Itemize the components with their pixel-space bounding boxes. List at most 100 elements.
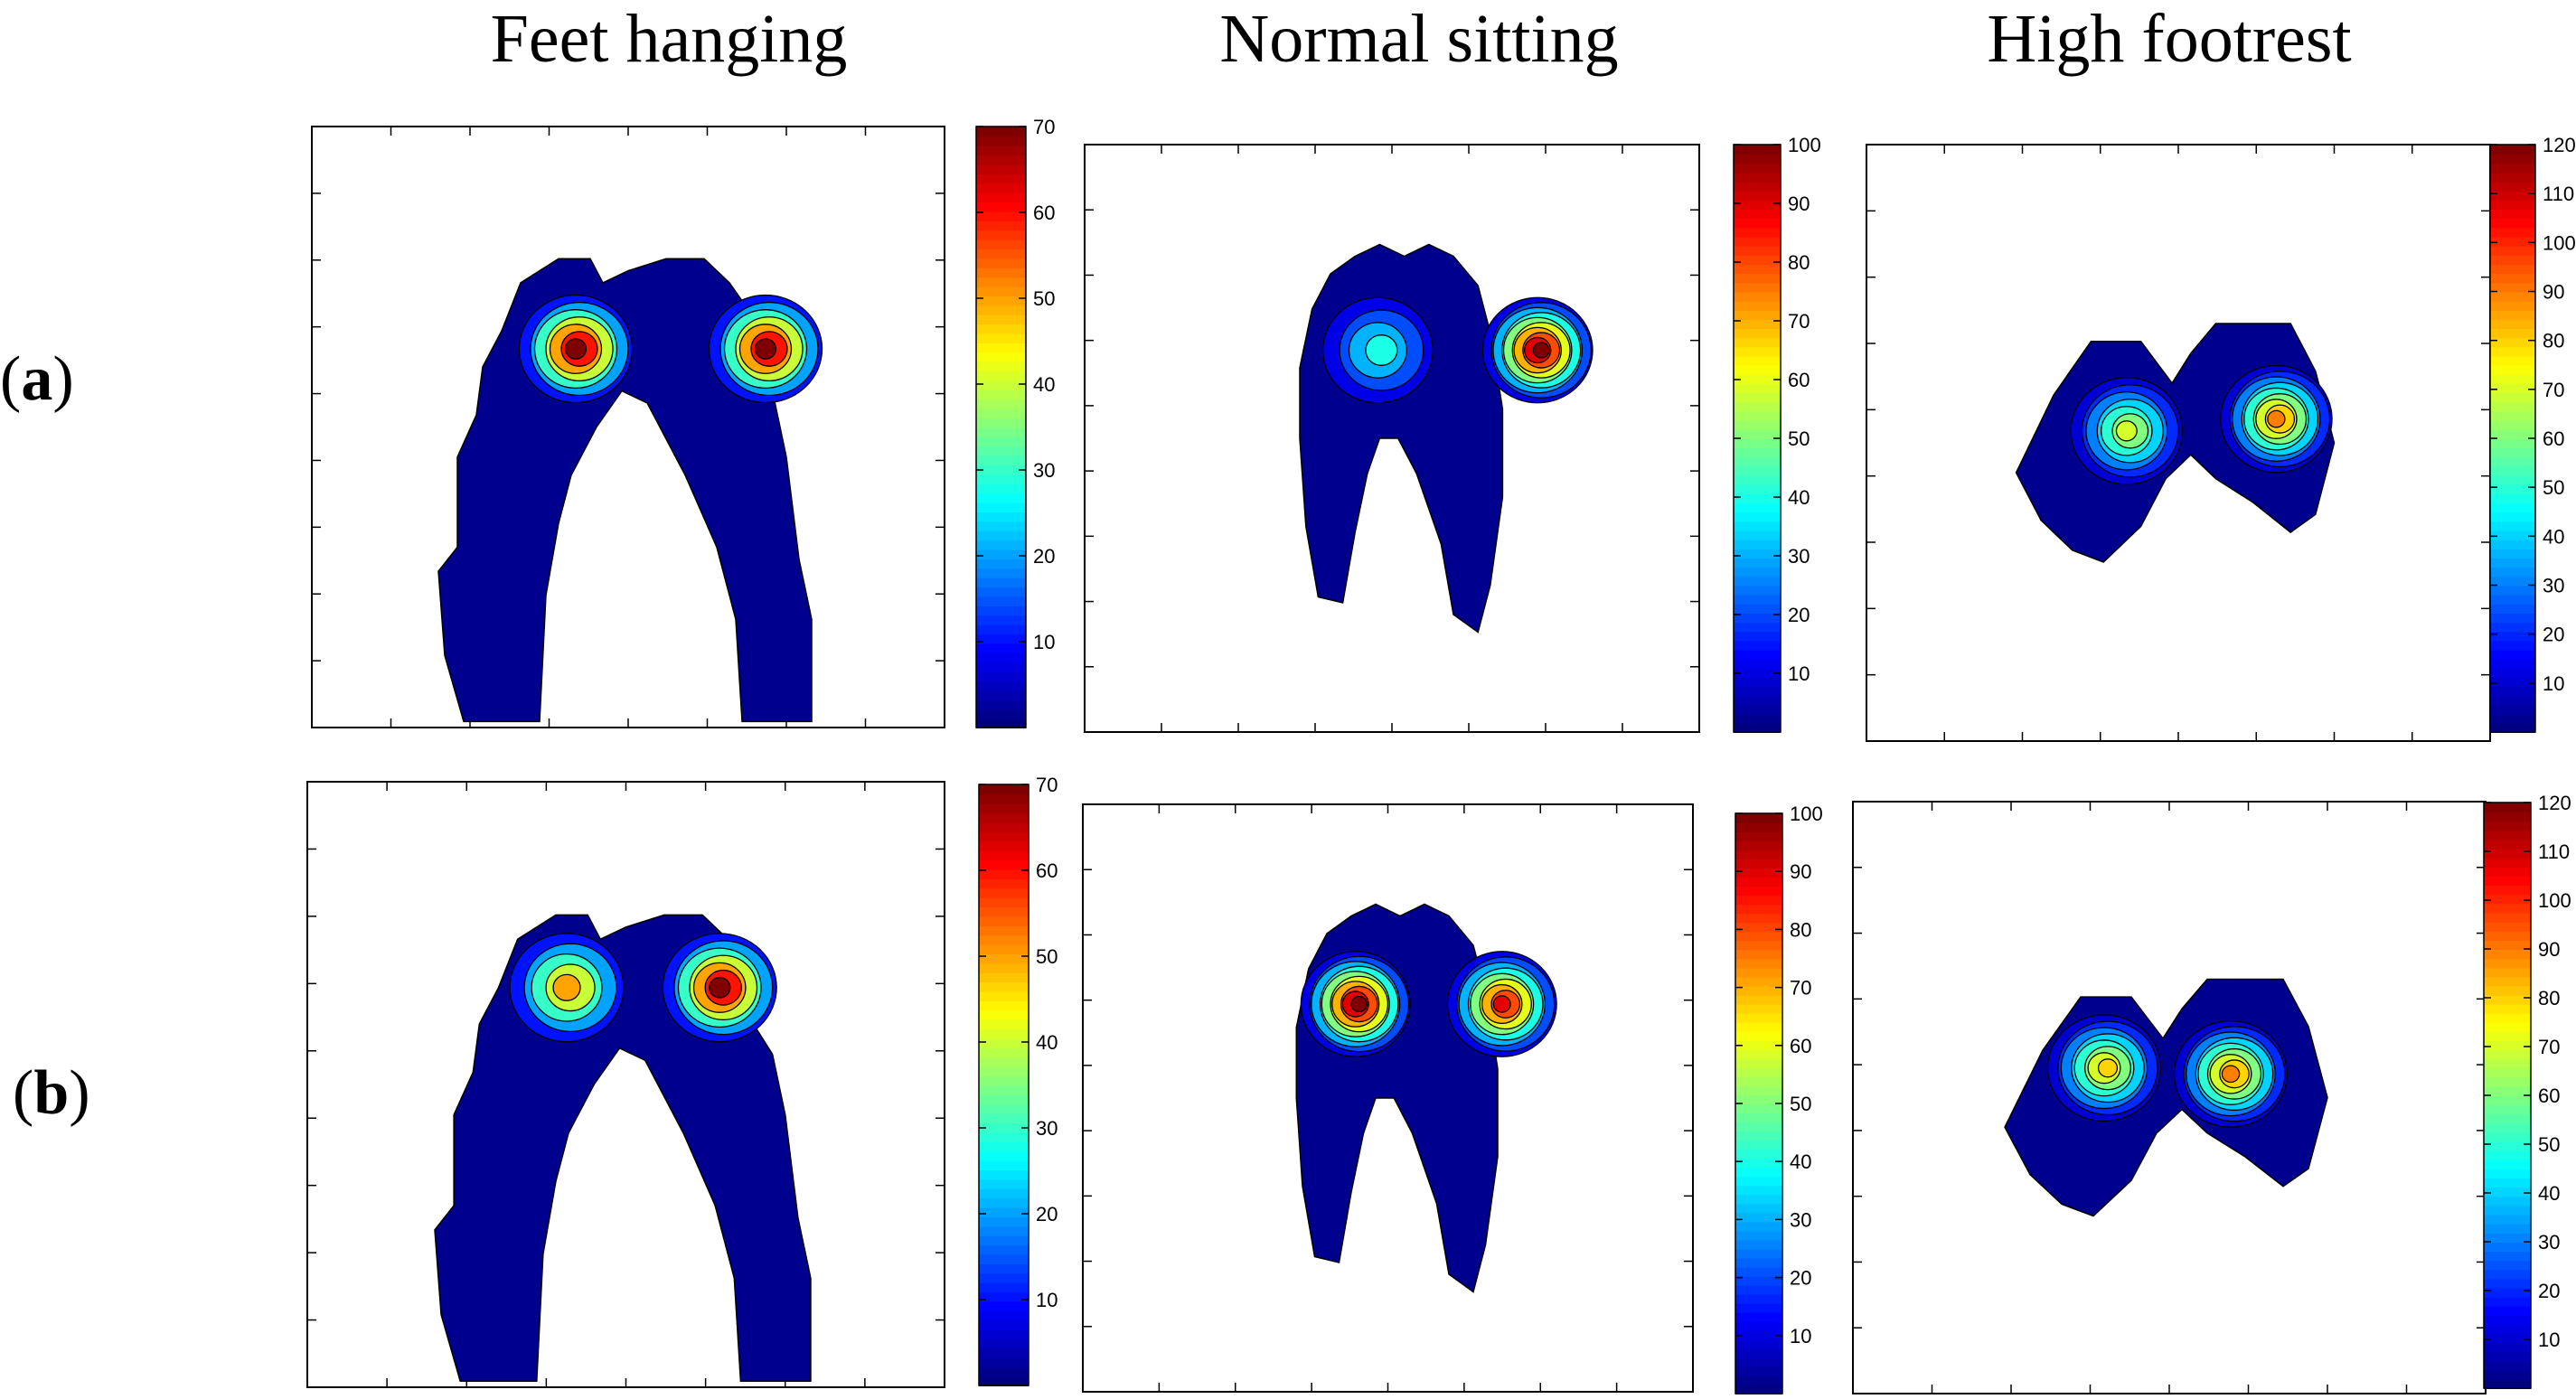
colorbar-tick-label: 80 bbox=[2543, 330, 2564, 352]
colorbar-segment bbox=[1735, 895, 1782, 906]
colorbar-tick-label: 80 bbox=[1790, 918, 1811, 941]
colorbar-segment bbox=[2484, 866, 2531, 877]
colorbar-segment bbox=[2490, 603, 2535, 614]
colorbar-segment bbox=[979, 1075, 1029, 1086]
colorbar-segment bbox=[1734, 649, 1781, 660]
colorbar-segment bbox=[1734, 512, 1781, 522]
colorbar-segment bbox=[2490, 227, 2535, 238]
colorbar-segment bbox=[1734, 337, 1781, 348]
contour-level bbox=[2115, 420, 2138, 442]
colorbar-segment bbox=[1734, 254, 1781, 266]
colorbar-segment bbox=[2484, 1085, 2531, 1096]
colorbar-tick-label: 120 bbox=[2538, 792, 2571, 814]
colorbar-segment bbox=[2490, 474, 2535, 485]
colorbar-segment bbox=[979, 1207, 1029, 1217]
colorbar-segment bbox=[2490, 722, 2535, 733]
colorbar-segment bbox=[2484, 967, 2531, 978]
colorbar-segment bbox=[1735, 1185, 1782, 1196]
colorbar-segment bbox=[2490, 438, 2535, 449]
colorbar-segment bbox=[2484, 1232, 2531, 1243]
colorbar-segment bbox=[1735, 1338, 1782, 1349]
colorbar-segment bbox=[979, 1225, 1029, 1236]
colorbar-segment bbox=[979, 878, 1029, 889]
colorbar-segment bbox=[2484, 1022, 2531, 1033]
colorbar-segment bbox=[976, 324, 1026, 334]
colorbar-segment bbox=[2484, 1141, 2531, 1151]
colorbar-segment bbox=[2490, 209, 2535, 220]
colorbar-segment bbox=[1734, 612, 1781, 624]
colorbar-segment bbox=[2490, 576, 2535, 587]
colorbar-segment bbox=[1734, 622, 1781, 633]
colorbar-segment bbox=[2490, 163, 2535, 174]
colorbar-segment bbox=[979, 991, 1029, 1001]
colorbar-segment bbox=[1735, 1176, 1782, 1187]
colorbar-segment bbox=[1734, 383, 1781, 394]
colorbar-segment bbox=[1734, 419, 1781, 430]
colorbar-segment bbox=[1734, 704, 1781, 715]
colorbar-segment bbox=[2484, 1169, 2531, 1179]
colorbar-segment bbox=[1734, 558, 1781, 568]
colorbar-tick-label: 90 bbox=[1788, 192, 1810, 215]
colorbar-segment bbox=[2490, 512, 2535, 522]
colorbar-segment bbox=[976, 202, 1026, 212]
colorbar-segment bbox=[1735, 1158, 1782, 1169]
colorbar-segment bbox=[2484, 1278, 2531, 1289]
colorbar-segment bbox=[976, 455, 1026, 466]
colorbar-tick-label: 110 bbox=[2538, 840, 2570, 863]
colorbar-tick-label: 10 bbox=[1033, 631, 1055, 653]
colorbar-segment bbox=[2484, 803, 2531, 813]
colorbar-segment bbox=[1735, 985, 1782, 996]
colorbar-tick-label: 100 bbox=[1788, 134, 1821, 156]
colorbar-segment bbox=[979, 1169, 1029, 1180]
colorbar-segment bbox=[1735, 1212, 1782, 1223]
colorbar-segment bbox=[976, 549, 1026, 559]
colorbar-segment bbox=[2490, 530, 2535, 540]
colorbar-segment bbox=[1735, 940, 1782, 951]
colorbar-segment bbox=[1735, 850, 1782, 860]
colorbar-segment bbox=[979, 1263, 1029, 1274]
colorbar-segment bbox=[2490, 236, 2535, 247]
colorbar-segment bbox=[2484, 821, 2531, 831]
colorbar-tick-label: 100 bbox=[1790, 803, 1823, 825]
colorbar-segment bbox=[1735, 1248, 1782, 1259]
colorbar-segment bbox=[976, 164, 1026, 174]
colorbar-segment bbox=[979, 869, 1029, 879]
colorbar-segment bbox=[976, 634, 1026, 644]
colorbar-segment bbox=[976, 483, 1026, 494]
colorbar-segment bbox=[1735, 1103, 1782, 1114]
colorbar-segment bbox=[979, 1160, 1029, 1171]
colorbar-segment bbox=[2490, 649, 2535, 660]
column-title-normal-sitting: Normal sitting bbox=[1219, 1, 1619, 77]
colorbar-segment bbox=[979, 1235, 1029, 1246]
colorbar-segment bbox=[976, 427, 1026, 437]
colorbar-segment bbox=[976, 211, 1026, 221]
colorbar-segment bbox=[1735, 1275, 1782, 1286]
colorbar-segment bbox=[1735, 1003, 1782, 1014]
colorbar-segment bbox=[2490, 282, 2535, 293]
colorbar-tick-label: 100 bbox=[2543, 231, 2576, 254]
colorbar-segment bbox=[2484, 848, 2531, 859]
colorbar-segment bbox=[1734, 328, 1781, 339]
colorbar-segment bbox=[1735, 1057, 1782, 1068]
colorbar-segment bbox=[976, 155, 1026, 165]
colorbar-tick-label: 50 bbox=[1033, 287, 1055, 310]
colorbar-segment bbox=[976, 436, 1026, 447]
colorbar-segment bbox=[2484, 1260, 2531, 1271]
colorbar-segment bbox=[1735, 1284, 1782, 1295]
colorbar-segment bbox=[1734, 640, 1781, 651]
colorbar-segment bbox=[979, 1272, 1029, 1283]
colorbar-segment bbox=[979, 822, 1029, 832]
colorbar-segment bbox=[1735, 822, 1782, 833]
colorbar-segment bbox=[976, 558, 1026, 569]
colorbar-segment bbox=[1734, 658, 1781, 669]
colorbar-tick-label: 10 bbox=[1036, 1289, 1058, 1311]
colorbar-segment bbox=[2484, 1369, 2531, 1380]
colorbar-segment bbox=[2490, 484, 2535, 494]
colorbar-tick-label: 20 bbox=[1790, 1267, 1811, 1290]
colorbar-tick-label: 10 bbox=[2538, 1329, 2560, 1351]
colorbar-segment bbox=[1734, 438, 1781, 449]
colorbar-segment bbox=[979, 1056, 1029, 1067]
colorbar-segment bbox=[2484, 1159, 2531, 1169]
colorbar-segment bbox=[1734, 521, 1781, 531]
